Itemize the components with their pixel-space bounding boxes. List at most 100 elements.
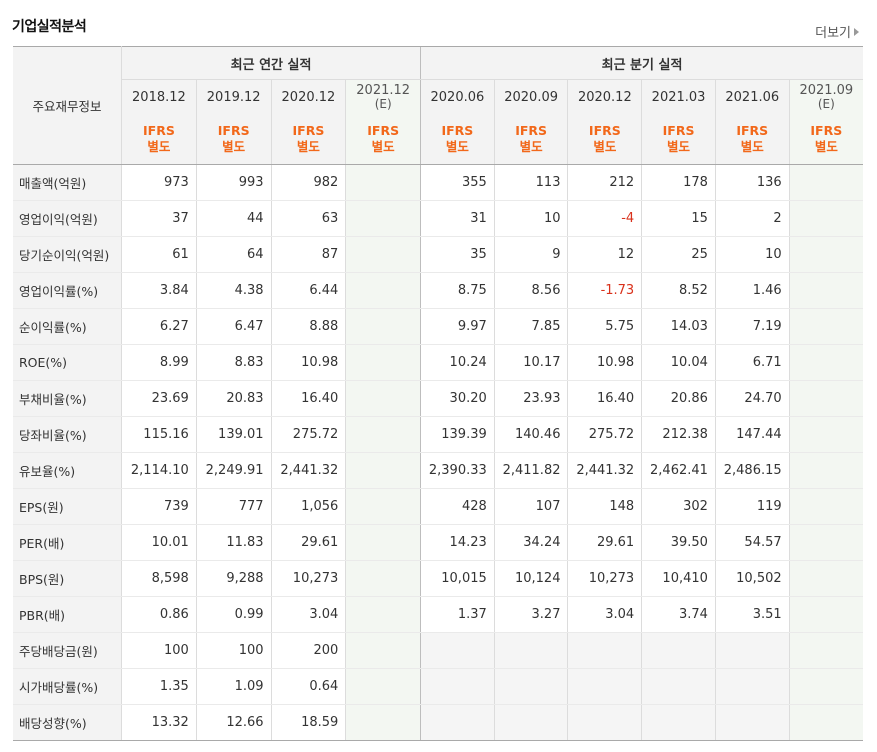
quarter-cell: 14.23 (420, 524, 495, 561)
quarter-cell: 10.98 (567, 344, 642, 381)
annual-cell (345, 236, 421, 273)
quarter-cell: 31 (420, 200, 495, 237)
period-a-3: 2021.12 (E) (345, 79, 421, 114)
separate-label: 별도 (371, 139, 395, 154)
quarter-cell (788, 164, 863, 201)
quarter-cell: 10.04 (641, 344, 716, 381)
quarter-cell (714, 704, 790, 741)
annual-cell: 739 (121, 488, 197, 525)
period-a-0: 2018.12 (121, 79, 197, 114)
ifrs-standard-q-0: IFRS 별도 (420, 114, 495, 165)
ifrs-label: IFRS (515, 123, 548, 138)
quarter-cell: 355 (420, 164, 495, 201)
period-q-0: 2020.06 (420, 79, 495, 114)
quarter-cell (788, 560, 863, 597)
annual-cell: 10.01 (121, 524, 197, 561)
period-label: 2019.12 (206, 89, 261, 105)
separate-label: 별도 (740, 139, 764, 154)
ifrs-label: IFRS (367, 123, 400, 138)
period-q-2: 2020.12 (567, 79, 642, 114)
quarter-cell: 34.24 (493, 524, 568, 561)
quarter-cell (788, 668, 863, 705)
quarter-cell (788, 704, 863, 741)
quarter-cell: 39.50 (641, 524, 716, 561)
quarter-cell (493, 704, 568, 741)
annual-cell: 1.35 (121, 668, 197, 705)
quarter-cell: 2,486.15 (714, 452, 790, 489)
separate-label: 별도 (593, 139, 617, 154)
annual-cell: 64 (195, 236, 272, 273)
quarter-cell (788, 632, 863, 669)
quarter-cell: 3.04 (567, 596, 642, 633)
separate-label: 별도 (147, 139, 171, 154)
quarter-cell: 10 (493, 200, 568, 237)
quarter-cell: 1.37 (420, 596, 495, 633)
quarter-cell: 147.44 (714, 416, 790, 453)
period-label: 2018.12 (132, 89, 186, 105)
quarter-cell: 9.97 (420, 308, 495, 345)
table-body: 매출액(억원) 973 993 982 355 113 212 178 136 영업이익(억원) 3… (13, 164, 863, 741)
quarter-cell: 212 (567, 164, 642, 201)
estimate-marker: (E) (374, 96, 392, 111)
quarter-cell: 54.57 (714, 524, 790, 561)
annual-cell (345, 596, 421, 633)
annual-cell: 8.83 (195, 344, 272, 381)
quarter-cell (788, 236, 863, 273)
period-q-1: 2020.09 (493, 79, 568, 114)
annual-cell: 3.84 (121, 272, 197, 309)
chevron-right-icon (854, 27, 859, 36)
row-label: 매출액(억원) (13, 164, 123, 201)
quarter-cell (641, 668, 716, 705)
quarter-cell (567, 668, 642, 705)
quarter-cell: -4 (567, 200, 642, 237)
more-link[interactable]: 더보기 (815, 22, 859, 41)
annual-cell: 100 (121, 632, 197, 669)
annual-cell: 16.40 (270, 380, 346, 417)
annual-cell: 0.64 (270, 668, 346, 705)
period-label: 2021.03 (651, 89, 706, 105)
annual-cell: 63 (270, 200, 346, 237)
quarter-cell: 275.72 (567, 416, 642, 453)
quarter-cell: 8.52 (641, 272, 716, 309)
quarter-cell: 2,411.82 (493, 452, 568, 489)
table-row: 배당성향(%) 13.32 12.66 18.59 (13, 704, 863, 741)
quarter-cell: 107 (493, 488, 568, 525)
period-row: 2018.12 2019.12 2020.12 2021.12 (E) 2020.06 20… (13, 79, 863, 114)
annual-cell: 23.69 (121, 380, 197, 417)
quarter-cell (788, 380, 863, 417)
table-row: BPS(원) 8,598 9,288 10,273 10,015 10,124 10,273… (13, 560, 863, 597)
table-row: 매출액(억원) 973 993 982 355 113 212 178 136 (13, 164, 863, 201)
quarter-cell: 10.17 (493, 344, 568, 381)
annual-cell: 11.83 (195, 524, 272, 561)
row-label: PBR(배) (13, 596, 123, 633)
quarter-cell: 8.75 (420, 272, 495, 309)
quarter-cell: 136 (714, 164, 790, 201)
ifrs-label: IFRS (292, 123, 325, 138)
quarter-cell (788, 452, 863, 489)
row-label: 순이익률(%) (13, 308, 123, 345)
quarter-cell: 10,410 (641, 560, 716, 597)
quarter-cell: 10 (714, 236, 790, 273)
quarter-cell (567, 704, 642, 741)
quarter-cell: 14.03 (641, 308, 716, 345)
quarter-cell (493, 632, 568, 669)
quarter-cell (788, 596, 863, 633)
ifrs-label: IFRS (143, 123, 175, 138)
annual-cell: 0.99 (195, 596, 272, 633)
row-label: 부채비율(%) (13, 380, 123, 417)
ifrs-standard-a-1: IFRS 별도 (195, 114, 272, 165)
separate-label: 별도 (667, 139, 691, 154)
annual-cell (345, 200, 421, 237)
annual-cell (345, 344, 421, 381)
quarter-cell (788, 200, 863, 237)
annual-cell: 29.61 (270, 524, 346, 561)
quarter-cell: 3.74 (641, 596, 716, 633)
row-label: BPS(원) (13, 560, 123, 597)
annual-cell (345, 416, 421, 453)
row-label: EPS(원) (13, 488, 123, 525)
quarter-cell: 139.39 (420, 416, 495, 453)
annual-cell: 12.66 (195, 704, 272, 741)
period-q-4: 2021.06 (714, 79, 790, 114)
period-label: 2020.06 (430, 89, 485, 105)
quarter-cell: 3.27 (493, 596, 568, 633)
